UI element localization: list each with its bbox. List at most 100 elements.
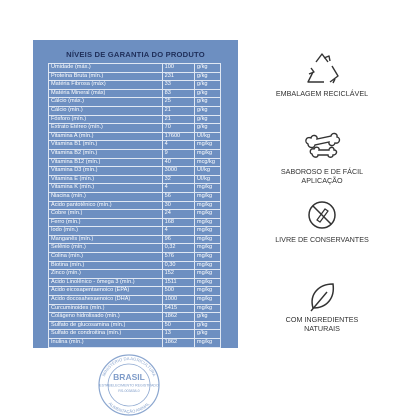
nutrient-unit: UI/kg (193, 174, 222, 185)
nutrient-unit: mg/kg (193, 148, 222, 159)
nutrient-value: 576 (161, 252, 195, 262)
nutrient-unit: g/kg (193, 71, 222, 82)
nutrient-name: Biotina (mín.) (48, 260, 163, 271)
nutrient-value: 40 (161, 157, 195, 168)
nutrient-unit: g/kg (193, 329, 222, 339)
table-row: Colina (mín.) 576 mg/kg (48, 252, 222, 262)
nutrient-value: 4 (161, 226, 195, 236)
guarantee-panel: NÍVEIS DE GARANTIA DO PRODUTO Umidade (m… (33, 40, 238, 348)
feature-label: SABOROSO E DE FÁCIL APLICAÇÃO (280, 167, 364, 185)
nutrient-name: Ácido docosahexaenoico (DHA) (48, 295, 163, 305)
nutrient-unit: mg/kg (193, 277, 222, 288)
table-row: Vitamina B2 (mín.) 9 mg/kg (48, 148, 222, 159)
stamp-inner-ring (107, 363, 151, 407)
nutrient-name: Colágeno hidrolisado (mín.) (48, 312, 163, 322)
bones-icon (305, 132, 341, 158)
nutrient-unit: mg/kg (193, 209, 222, 219)
nutrient-name: Manganês (mín.) (48, 234, 163, 245)
table-row: Vitamina D3 (mín.) 3000 UI/kg (48, 166, 222, 176)
nutrient-value: 231 (161, 71, 195, 82)
stamp-country: BRASIL (113, 372, 145, 382)
nutrient-value: 0,32 (161, 243, 195, 254)
nutrient-unit: g/kg (193, 105, 222, 116)
nutrient-unit: g/kg (193, 97, 222, 107)
nutrient-value: 500 (161, 286, 195, 297)
no-preservatives-icon (308, 201, 336, 229)
nutrient-value: 24 (161, 209, 195, 219)
nutrient-unit: UI/kg (193, 131, 222, 142)
table-row: Ácido eicosapentaenoico (EPA) 500 mg/kg (48, 286, 222, 297)
feature-label: EMBALAGEM RECICLÁVEL (275, 89, 369, 98)
nutrient-value: 4 (161, 183, 195, 193)
nutrient-name: Extrato Etéreo (mín.) (48, 123, 163, 133)
nutrient-name: Ácido Linolênico - ômega 3 (mín.) (48, 277, 163, 288)
table-row: Ácido pantotênico (mín.) 30 mg/kg (48, 200, 222, 211)
nutrient-unit: mg/kg (193, 295, 222, 305)
table-row: Biotina (mín.) 0,30 mg/kg (48, 260, 222, 271)
nutrient-unit: mg/kg (193, 338, 222, 348)
table-row: Manganês (mín.) 96 mg/kg (48, 234, 222, 245)
nutrient-name: Sulfato de glucosamina (mín.) (48, 320, 163, 331)
nutrient-value: 1862 (161, 312, 195, 322)
nutrition-table: Umidade (máx.) 100 g/kg Proteína Bruta (mín… (48, 63, 222, 348)
nutrient-name: Vitamina D3 (mín.) (48, 166, 163, 176)
nutrient-unit: mg/kg (193, 226, 222, 236)
nutrient-name: Cobre (mín.) (48, 209, 163, 219)
table-row: Umidade (máx.) 100 g/kg (48, 63, 222, 73)
nutrient-value: 9 (161, 148, 195, 159)
nutrient-value: 168 (161, 217, 195, 228)
nutrient-value: 152 (161, 269, 195, 279)
nutrient-unit: g/kg (193, 80, 222, 90)
table-row: Proteína Bruta (mín.) 231 g/kg (48, 71, 222, 82)
recycle-icon (307, 53, 339, 84)
nutrient-unit: UI/kg (193, 166, 222, 176)
nutrient-value: 3000 (161, 166, 195, 176)
nutrient-unit: mg/kg (193, 200, 222, 211)
nutrient-value: 17600 (161, 131, 195, 142)
nutrient-value: 4 (161, 140, 195, 150)
nutrient-unit: mg/kg (193, 303, 222, 314)
nutrient-unit: g/kg (193, 320, 222, 331)
nutrient-name: Vitamina B2 (mín.) (48, 148, 163, 159)
nutrient-value: 13 (161, 329, 195, 339)
nutrient-value: 1862 (161, 338, 195, 348)
nutrient-unit: mg/kg (193, 234, 222, 245)
nutrient-name: Vitamina E (mín.) (48, 174, 163, 185)
nutrient-name: Vitamina A (mín.) (48, 131, 163, 142)
table-row: Iodo (mín.) 4 mg/kg (48, 226, 222, 236)
nutrient-name: Selênio (mín.) (48, 243, 163, 254)
table-row: Sulfato de glucosamina (mín.) 50 g/kg (48, 320, 222, 331)
nutrient-unit: g/kg (193, 63, 222, 73)
nutrient-name: Fósforo (mín.) (48, 114, 163, 125)
nutrient-value: 33 (161, 80, 195, 90)
nutrient-value: 32 (161, 174, 195, 185)
nutrient-name: Iodo (mín.) (48, 226, 163, 236)
nutrient-name: Ácido pantotênico (mín.) (48, 200, 163, 211)
table-row: Extrato Etéreo (mín.) 70 g/kg (48, 123, 222, 133)
nutrient-value: 56 (161, 191, 195, 202)
nutrient-value: 0,30 (161, 260, 195, 271)
nutrient-name: Inulina (mín.) (48, 338, 163, 348)
table-row: Inulina (mín.) 1862 mg/kg (48, 338, 222, 348)
table-row: Niacina (mín.) 56 mg/kg (48, 191, 222, 202)
nutrient-name: Cálcio (mín.) (48, 105, 163, 116)
table-row: Ácido Linolênico - ômega 3 (mín.) 1511 mg/… (48, 277, 222, 288)
nutrient-name: Colina (mín.) (48, 252, 163, 262)
stamp: MINISTÉRIO DA AGRICULTURA ALIMENTAÇÃO AN… (98, 354, 160, 416)
table-row: Vitamina K (mín.) 4 mg/kg (48, 183, 222, 193)
table-row: Ferro (mín.) 168 mg/kg (48, 217, 222, 228)
nutrient-value: 1000 (161, 295, 195, 305)
nutrient-name: Vitamina B12 (mín.) (48, 157, 163, 168)
stamp-bottom: ALIMENTAÇÃO ANIMAL (108, 401, 151, 414)
table-row: Zinco (mín.) 152 mg/kg (48, 269, 222, 279)
nutrient-unit: mg/kg (193, 269, 222, 279)
nutrient-value: 1511 (161, 277, 195, 288)
nutrient-name: Sulfato de condroitina (mín.) (48, 329, 163, 339)
stamp-ring (98, 354, 160, 416)
nutrient-name: Umidade (máx.) (48, 63, 163, 73)
nutrient-name: Niacina (mín.) (48, 191, 163, 202)
nutrient-value: 30 (161, 200, 195, 211)
nutrient-unit: mg/kg (193, 252, 222, 262)
nutrient-unit: g/kg (193, 88, 222, 99)
nutrient-name: Zinco (mín.) (48, 269, 163, 279)
